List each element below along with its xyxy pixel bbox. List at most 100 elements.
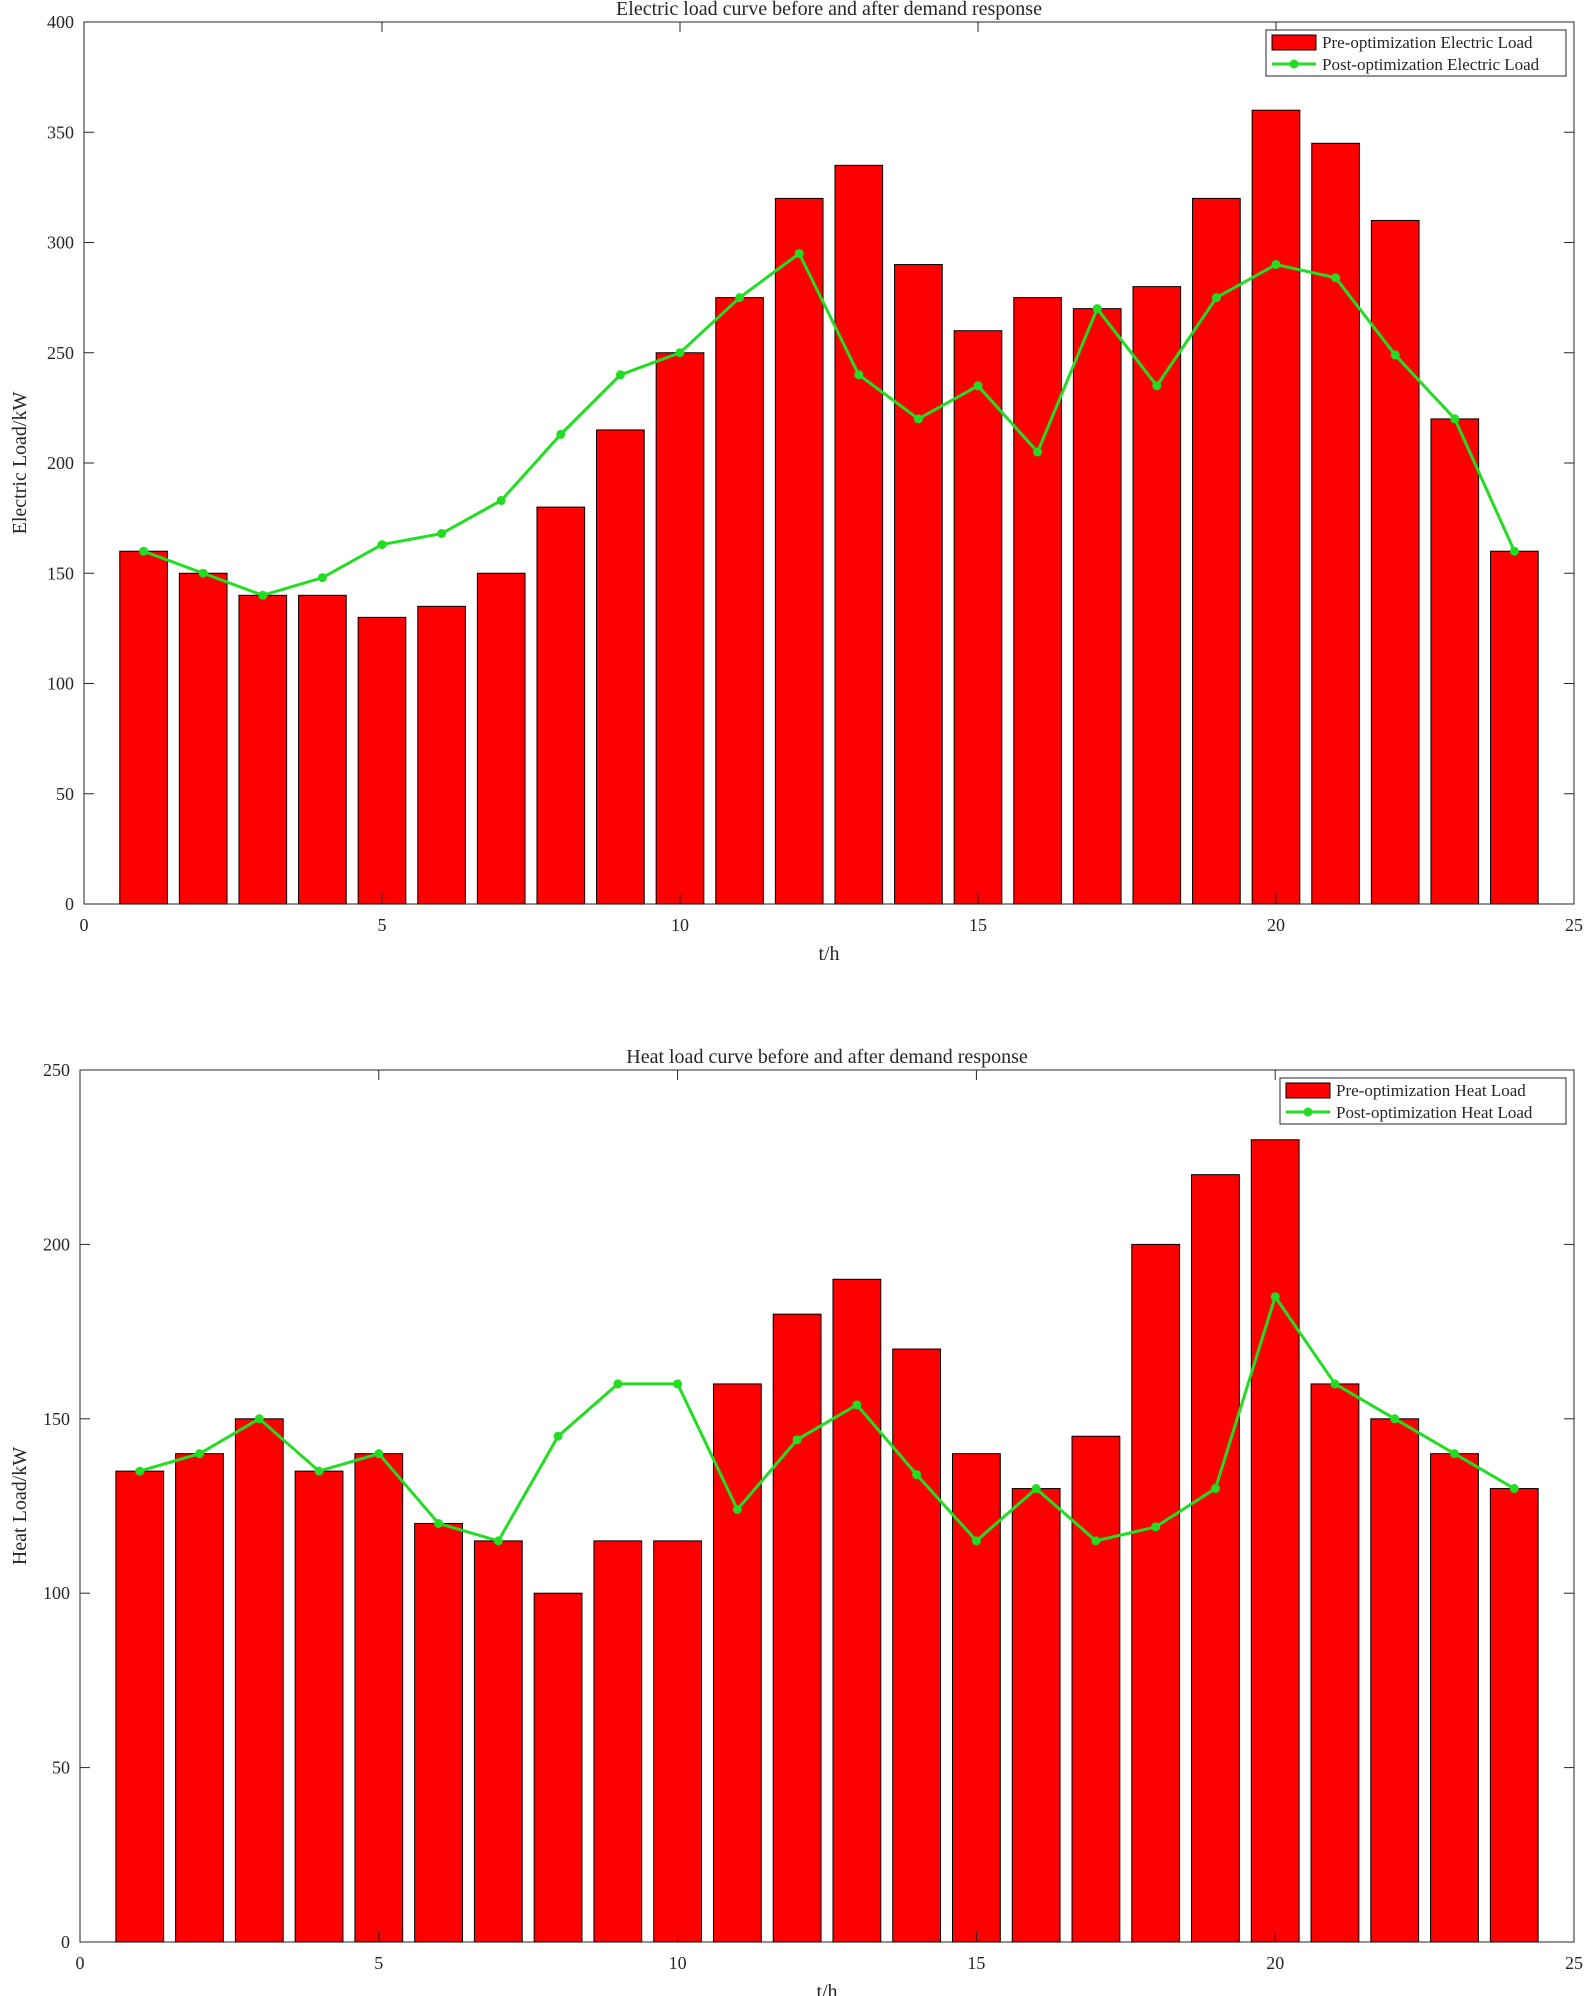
y-tick-label: 350 [47, 122, 74, 142]
x-tick-label: 0 [76, 1953, 85, 1973]
bar [1370, 219, 1420, 905]
x-tick-label: 10 [669, 1953, 687, 1973]
bar [175, 1453, 224, 1943]
y-axis-label: Electric Load/kW [9, 392, 31, 535]
series-point [553, 1431, 563, 1441]
series-point [794, 249, 804, 259]
bar [1191, 1174, 1240, 1943]
bar [832, 1278, 882, 1943]
series-point [496, 495, 506, 505]
legend-label: Pre-optimization Electric Load [1322, 33, 1533, 52]
y-tick-label: 200 [47, 453, 74, 473]
legend-marker [1289, 59, 1299, 69]
y-axis-label: Heat Load/kW [9, 1447, 31, 1565]
series-point [615, 370, 625, 380]
legend-label: Post-optimization Heat Load [1336, 1103, 1533, 1122]
series-point [1271, 260, 1281, 270]
bar [1430, 1453, 1479, 1943]
legend-marker [1303, 1107, 1313, 1117]
series-point [1152, 381, 1162, 391]
bar [596, 429, 645, 905]
bar [1310, 1383, 1360, 1943]
series-point [854, 370, 864, 380]
bar [476, 572, 526, 905]
bar [774, 197, 824, 905]
series-point [139, 546, 149, 556]
bar [119, 550, 168, 905]
bar [1370, 1418, 1420, 1943]
legend-label: Post-optimization Electric Load [1322, 55, 1540, 74]
y-tick-label: 150 [47, 563, 74, 583]
y-tick-label: 400 [47, 12, 74, 32]
bar [834, 164, 884, 905]
bar [115, 1470, 165, 1943]
series-point [1331, 273, 1341, 283]
bar [892, 1348, 942, 1943]
x-tick-label: 5 [374, 1953, 383, 1973]
bar [1490, 550, 1539, 905]
series-line [139, 1293, 1515, 1543]
x-tick-label: 0 [80, 915, 89, 935]
x-axis-label: t/h [818, 943, 839, 965]
series-point [792, 1435, 802, 1445]
bar [1132, 286, 1182, 905]
series-point [195, 1449, 205, 1459]
x-tick-label: 25 [1565, 1953, 1583, 1973]
series-point [258, 590, 268, 600]
y-tick-label: 250 [43, 1060, 70, 1080]
series-point [374, 1449, 384, 1459]
series-point [1210, 1484, 1220, 1494]
bar [1251, 109, 1301, 905]
bar [1131, 1243, 1181, 1943]
y-tick-label: 300 [47, 233, 74, 253]
bar [712, 1383, 762, 1943]
bar [238, 594, 288, 905]
bar [1013, 297, 1062, 905]
series-point [314, 1466, 324, 1476]
bar [533, 1592, 583, 1943]
series-point [613, 1379, 623, 1389]
legend-bar-swatch [1271, 34, 1317, 51]
series-point [673, 1379, 683, 1389]
bar [715, 297, 764, 905]
chart-title: Heat load curve before and after demand … [626, 1046, 1028, 1068]
bar [414, 1522, 463, 1943]
series-point [912, 1470, 922, 1480]
series-point [135, 1466, 145, 1476]
bar [1071, 1435, 1121, 1943]
y-tick-label: 250 [47, 343, 74, 363]
legend-label: Pre-optimization Heat Load [1336, 1081, 1526, 1100]
series-point [1390, 350, 1400, 360]
bar [178, 572, 228, 905]
bar [473, 1540, 523, 1943]
y-tick-label: 0 [61, 1932, 70, 1952]
series-point [675, 348, 685, 358]
series-point [1449, 1449, 1459, 1459]
bar [772, 1313, 822, 1943]
x-tick-label: 25 [1565, 915, 1583, 935]
x-axis-label: t/h [816, 1981, 837, 1996]
bar [536, 506, 586, 905]
series-point [198, 568, 208, 578]
series-point [1450, 414, 1460, 424]
bar [298, 594, 347, 905]
series-point [1270, 1292, 1280, 1302]
series-line [143, 251, 1516, 597]
y-tick-label: 150 [43, 1409, 70, 1429]
series-point [254, 1414, 264, 1424]
series-point [493, 1536, 503, 1546]
x-tick-label: 15 [969, 915, 987, 935]
x-tick-label: 20 [1267, 915, 1285, 935]
y-tick-label: 100 [43, 1583, 70, 1603]
bar [294, 1470, 344, 1943]
series-point [1151, 1522, 1161, 1532]
series-point [317, 573, 327, 583]
bar [1072, 308, 1122, 905]
legend-bar-swatch [1285, 1082, 1331, 1099]
bar [894, 264, 943, 905]
chart-title: Electric load curve before and after dem… [616, 0, 1042, 20]
x-tick-label: 10 [671, 915, 689, 935]
series-point [556, 429, 566, 439]
bar [1430, 418, 1480, 905]
